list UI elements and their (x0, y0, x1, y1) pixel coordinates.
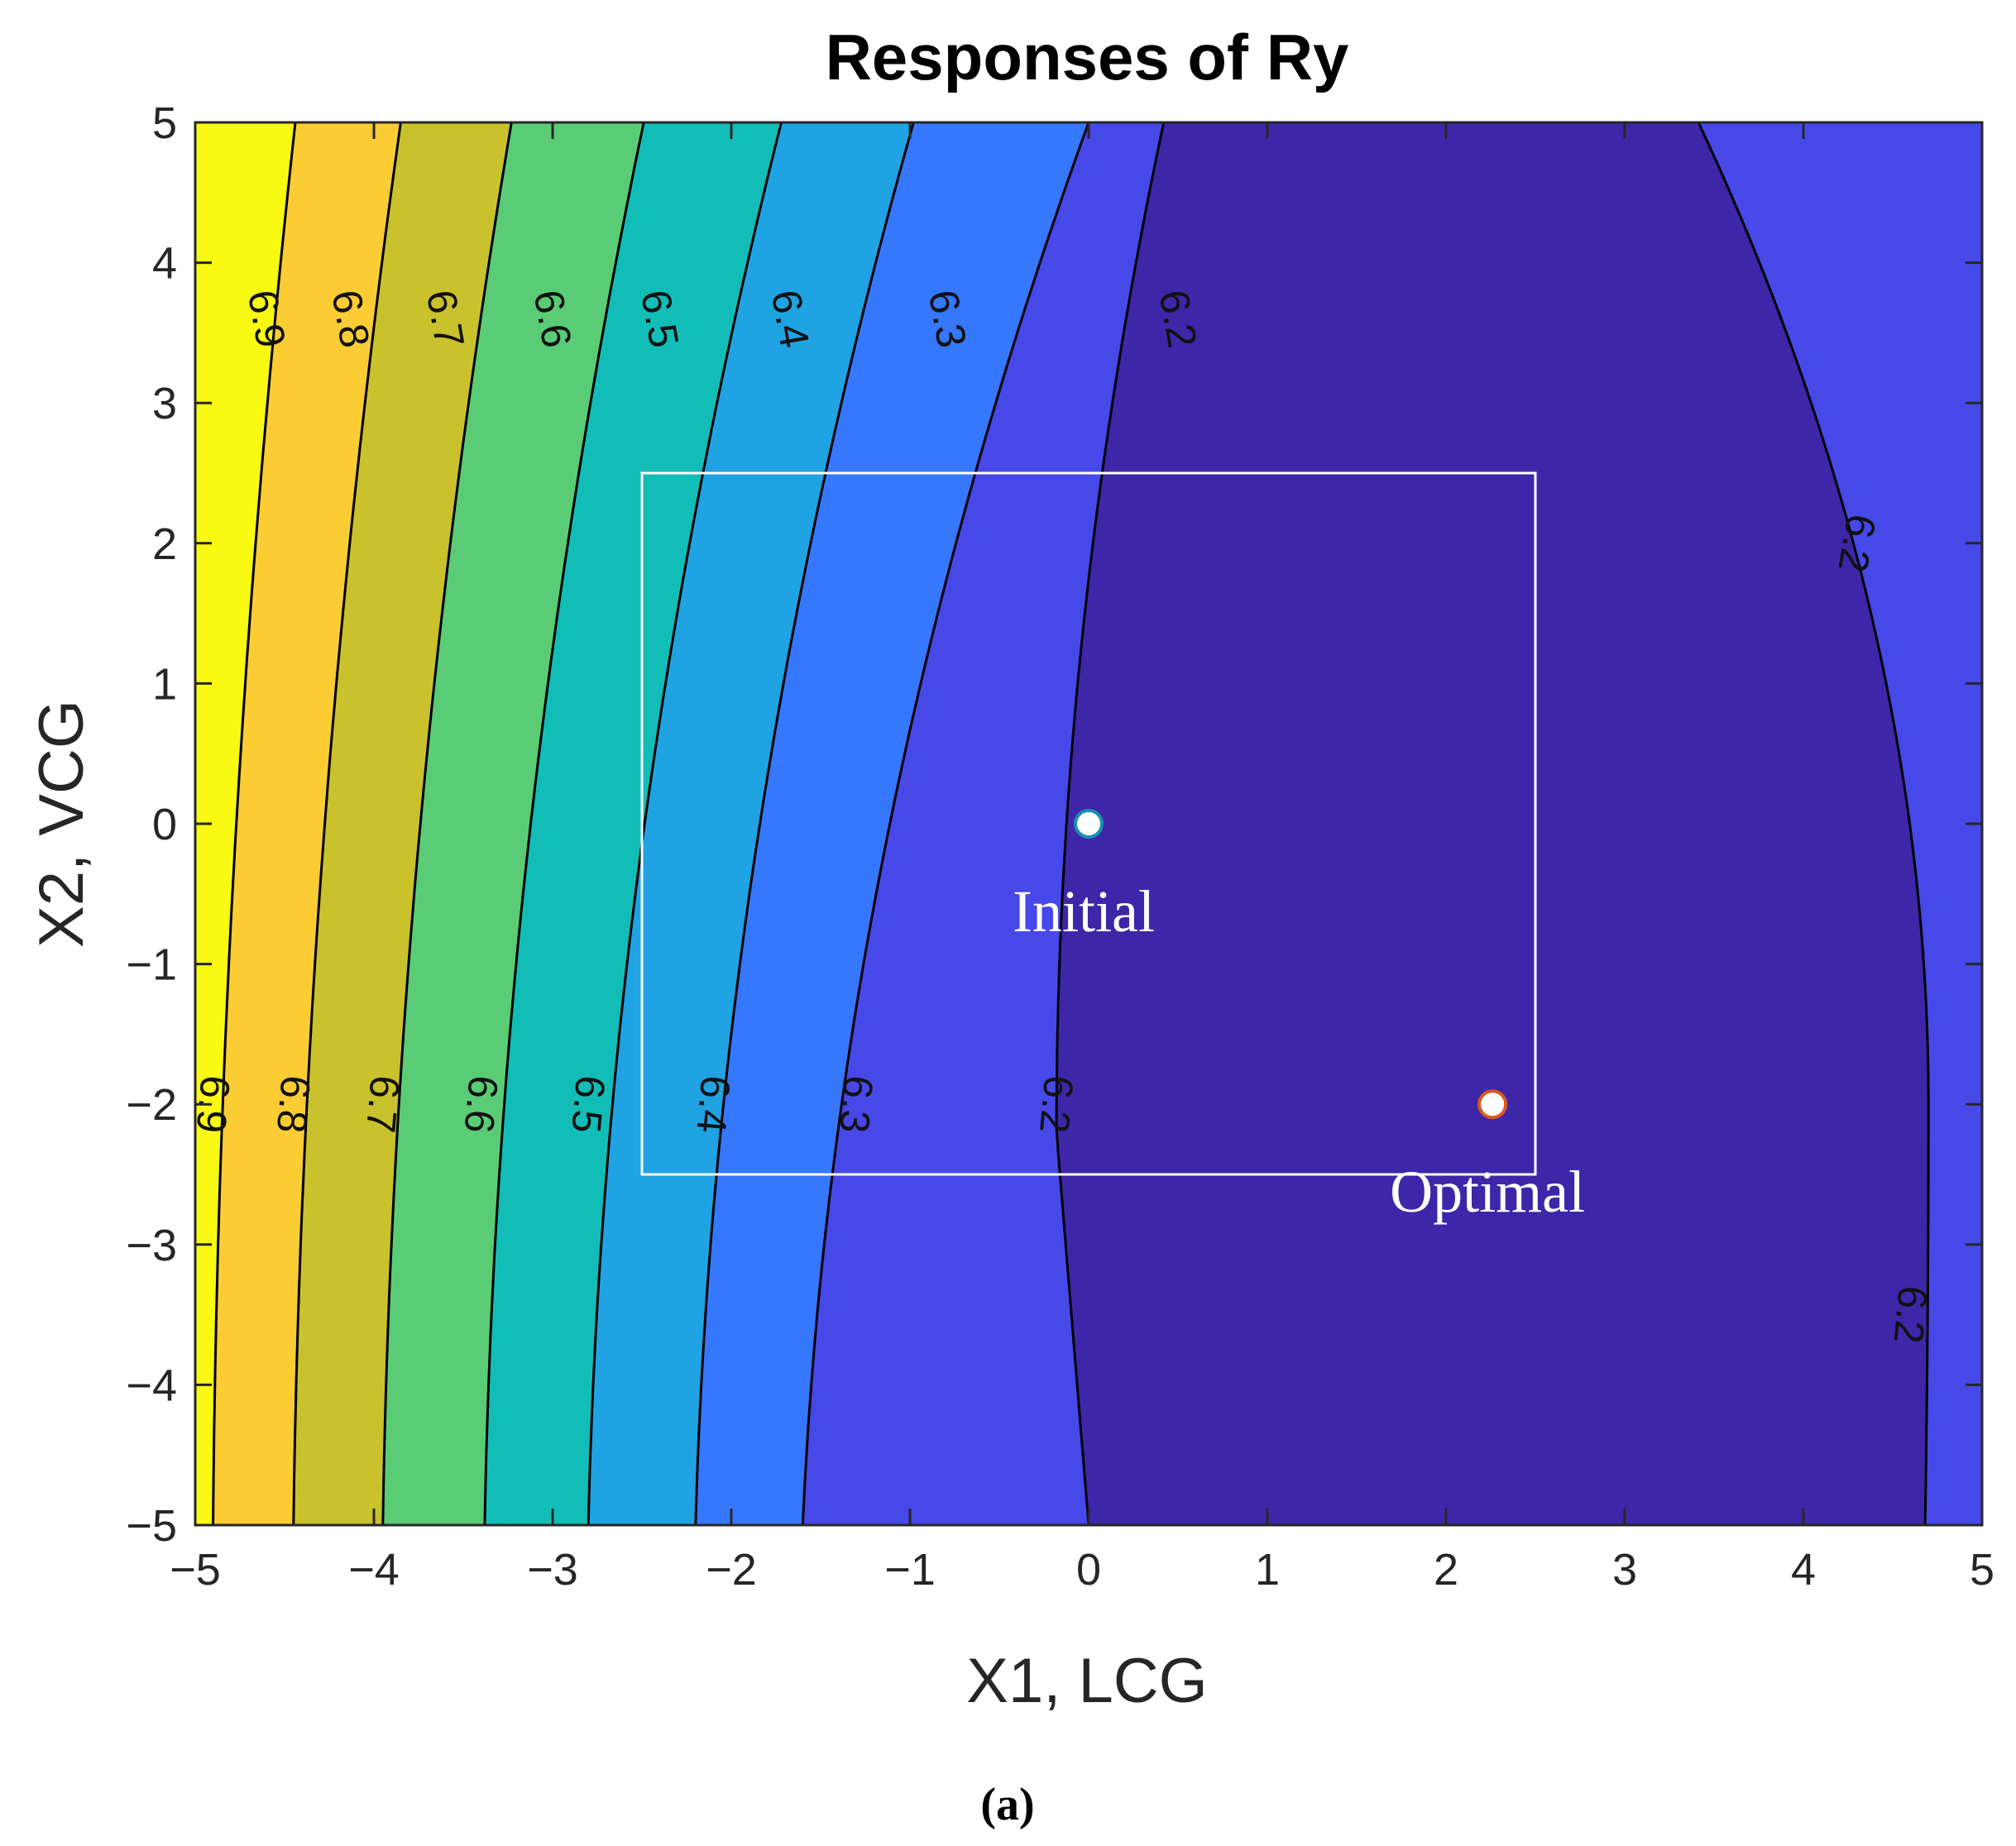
x-tick-label: 0 (1076, 1545, 1101, 1595)
contour-line-6.4 (694, 122, 915, 1525)
x-tick-label: −5 (170, 1545, 221, 1595)
contour-label: 6.8 (268, 1074, 319, 1135)
band-6.9 (195, 122, 295, 1525)
x-axis-label: X1, LCG (966, 1646, 1207, 1716)
x-tick-label: 5 (1970, 1545, 1994, 1595)
contour-label: 6.3 (831, 1074, 882, 1135)
point-initial (1074, 809, 1104, 839)
x-tick-label: 2 (1434, 1545, 1458, 1595)
contour-label: 6.2 (1031, 1074, 1082, 1135)
contour-label: 6.7 (418, 286, 473, 351)
y-tick-label: −5 (126, 1501, 177, 1551)
contour-line-6.2-right (1697, 122, 1930, 1525)
design-region-box (640, 471, 1537, 1176)
contour-label: 6.2 (1829, 511, 1884, 576)
contour-label: 6.3 (920, 286, 975, 351)
y-axis-label: X2, VCG (26, 700, 97, 948)
x-tick-label: −3 (527, 1545, 578, 1595)
contour-label: 6.2 (1150, 286, 1205, 351)
axis-ticks: −5 −4 −3 −2 −1 0 1 2 3 4 5 −5 −4 −3 −2 −1 0 1 2 3 4 5 (126, 98, 1994, 1595)
x-tick-label: 4 (1791, 1545, 1816, 1595)
y-tick-label: 4 (152, 239, 177, 289)
x-tick-label: 3 (1612, 1545, 1637, 1595)
contour-labels: 6.9 6.8 6.7 6.6 6.5 6.4 6.3 6.26.26.26.9 6.8 6.7 6… (188, 286, 1937, 1346)
y-tick-label: −3 (126, 1221, 177, 1270)
design-points: Initial Optimal (1013, 809, 1585, 1225)
y-tick-label: 3 (152, 379, 177, 428)
contour-line-6.7 (381, 122, 513, 1525)
contour-label: 6.8 (323, 286, 378, 351)
chart-title: Responses of Ry (826, 21, 1349, 93)
contour-label: 6.6 (456, 1074, 507, 1135)
contour-label: 6.7 (357, 1074, 409, 1135)
y-tick-label: −1 (126, 940, 177, 990)
contour-label: 6.4 (763, 286, 818, 351)
contour-line-6.6 (483, 122, 645, 1525)
y-tick-label: −4 (126, 1361, 177, 1410)
contour-lines (212, 122, 1930, 1525)
contour-label: 6.9 (239, 286, 294, 351)
contour-label: 6.2 (1885, 1284, 1937, 1346)
x-tick-label: −1 (884, 1545, 936, 1595)
figure-caption: (a) (980, 1779, 1034, 1830)
contour-line-6.3 (801, 122, 1090, 1525)
x-tick-label: −2 (706, 1545, 757, 1595)
contour-line-6.9 (212, 122, 297, 1525)
x-tick-label: 1 (1255, 1545, 1280, 1595)
contour-label: 6.5 (632, 286, 687, 351)
contour-line-6.2-left (1055, 122, 1166, 1525)
y-tick-label: 1 (152, 659, 177, 709)
point-optimal (1477, 1089, 1508, 1120)
contour-label: 6.4 (687, 1074, 739, 1135)
contour-label: 6.5 (563, 1074, 614, 1135)
y-tick-label: 5 (152, 98, 177, 148)
y-tick-label: −2 (126, 1080, 177, 1130)
contour-line-6.8 (292, 122, 402, 1525)
point-label-optimal: Optimal (1390, 1159, 1585, 1225)
x-tick-label: −4 (348, 1545, 400, 1595)
contour-label: 6.6 (524, 286, 580, 351)
point-label-initial: Initial (1013, 878, 1155, 945)
y-tick-label: 2 (152, 519, 177, 569)
y-tick-label: 0 (152, 800, 177, 849)
contour-line-6.5 (587, 122, 783, 1525)
